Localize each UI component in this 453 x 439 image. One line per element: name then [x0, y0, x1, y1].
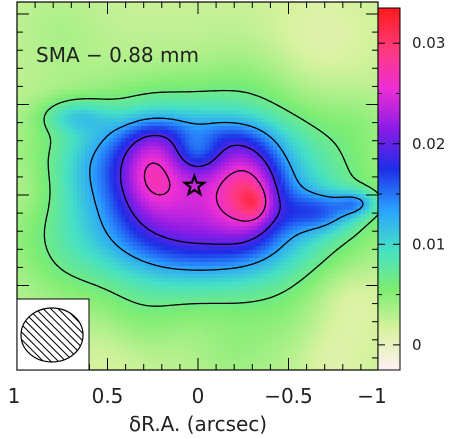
x-tick-label: 0.5 — [92, 384, 124, 408]
x-tick-label: 1 — [8, 384, 21, 408]
intensity-map — [17, 2, 378, 370]
contour-lines — [43, 89, 378, 307]
colorbar-tick-label: 0 — [412, 336, 422, 354]
x-tick-label: −0.5 — [264, 384, 313, 408]
star-icon — [181, 172, 207, 197]
map-panel: SMA − 0.88 mm — [0, 1, 379, 375]
axis-ticks — [17, 2, 378, 370]
colorbar-ticks: 0 0.01 0.02 0.03 — [378, 34, 445, 354]
star-marker — [181, 172, 207, 197]
contour-level-3 — [119, 134, 281, 245]
x-tick-labels: 1 0.5 0 −0.5 −1 — [8, 384, 387, 408]
x-tick-label: 0 — [192, 384, 205, 408]
x-axis-label: δR.A. (arcsec) — [129, 412, 267, 436]
contour-level-4 — [143, 162, 267, 222]
contour-level-1 — [43, 89, 378, 307]
beam-hatch-line — [0, 295, 12, 375]
colorbar-tick-label: 0.01 — [412, 235, 445, 253]
map-title: SMA − 0.88 mm — [36, 43, 199, 67]
x-tick-label: −1 — [357, 384, 386, 408]
colorbar-tick-label: 0.03 — [412, 34, 445, 52]
colorbar: 0 0.01 0.02 0.03 — [377, 7, 445, 371]
beam-ellipse — [0, 295, 90, 375]
colorbar-tick-label: 0.02 — [412, 135, 445, 153]
contour-level-2 — [89, 117, 364, 271]
beam-box — [16, 298, 90, 371]
x-axis: 1 0.5 0 −0.5 −1 δR.A. (arcsec) — [8, 384, 387, 436]
colorbar-frame — [377, 7, 401, 371]
beam-outline — [20, 307, 84, 363]
colorbar-gradient — [378, 8, 400, 370]
